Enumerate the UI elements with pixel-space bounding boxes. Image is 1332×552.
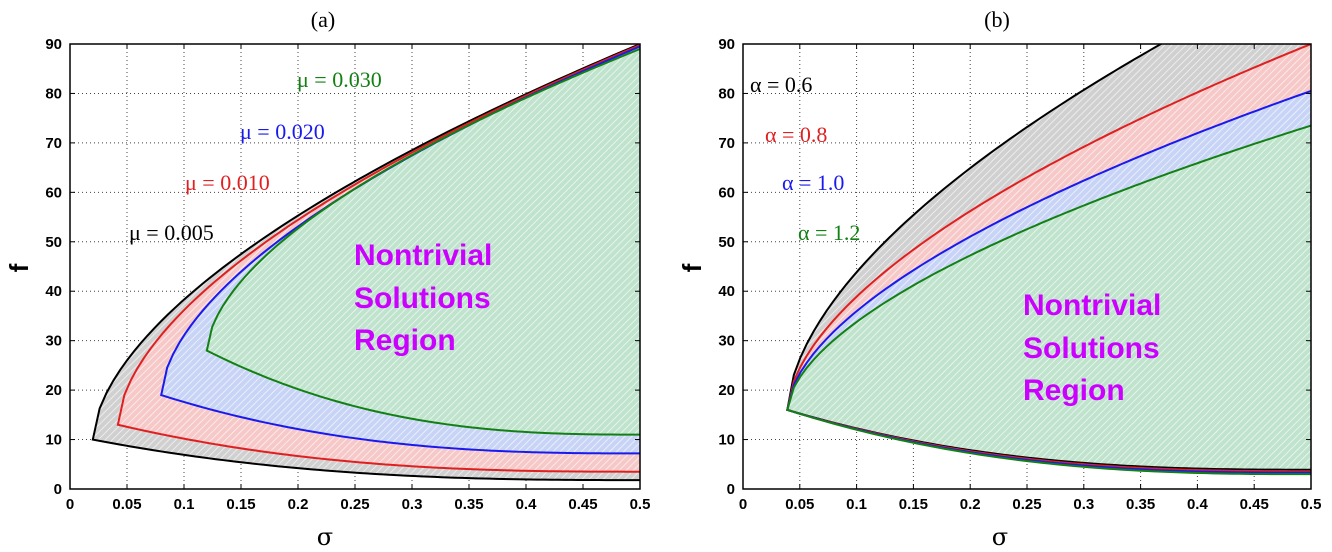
y-tick-label: 80 bbox=[45, 85, 62, 102]
y-tick-label: 0 bbox=[727, 481, 735, 498]
legend-mu-0030: μ = 0.030 bbox=[297, 67, 382, 92]
x-tick-label: 0.15 bbox=[899, 496, 928, 513]
x-tick-label: 0.4 bbox=[516, 496, 538, 513]
legend-alpha-10: α = 1.0 bbox=[782, 170, 844, 195]
y-tick-label: 40 bbox=[718, 283, 735, 300]
y-tick-label: 10 bbox=[718, 432, 735, 449]
x-tick-label: 0.05 bbox=[785, 496, 814, 513]
boundary-curve-1 bbox=[116, 44, 640, 473]
y-tick-label: 70 bbox=[718, 135, 735, 152]
x-tick-label: 0.4 bbox=[1187, 496, 1209, 513]
panel-b-yticks: 0 10 20 30 40 50 60 70 80 90 bbox=[718, 36, 1311, 498]
y-tick-label: 50 bbox=[45, 234, 62, 251]
x-tick-label: 0.45 bbox=[1240, 496, 1269, 513]
x-tick-label: 0.25 bbox=[1012, 496, 1041, 513]
x-tick-label: 0 bbox=[739, 496, 747, 513]
panel-b-region-line-1: Nontrivial bbox=[1023, 289, 1161, 322]
y-tick-label: 50 bbox=[718, 234, 735, 251]
y-tick-label: 90 bbox=[718, 36, 735, 53]
legend-alpha-06: α = 0.6 bbox=[750, 72, 812, 97]
y-tick-label: 70 bbox=[45, 135, 62, 152]
panel-a-xlabel: σ bbox=[317, 523, 333, 551]
panel-a-region-line-2: Solutions bbox=[354, 282, 491, 315]
y-tick-label: 60 bbox=[45, 184, 62, 201]
region-hatch-3 bbox=[787, 125, 1311, 475]
panel-b-xticks: 0 0.05 0.1 0.15 0.2 0.25 0.3 0.35 0.4 0.45 0.5 bbox=[739, 44, 1322, 513]
y-tick-label: 60 bbox=[718, 184, 735, 201]
y-tick-label: 0 bbox=[54, 481, 62, 498]
x-tick-label: 0.25 bbox=[340, 496, 369, 513]
y-tick-label: 30 bbox=[45, 333, 62, 350]
panel-a-region-line-3: Region bbox=[354, 324, 456, 357]
legend-mu-0005: μ = 0.005 bbox=[129, 220, 214, 245]
x-tick-label: 0.35 bbox=[1126, 496, 1155, 513]
x-tick-label: 0.1 bbox=[174, 496, 195, 513]
x-tick-label: 0.3 bbox=[402, 496, 423, 513]
y-tick-label: 10 bbox=[45, 432, 62, 449]
x-tick-label: 0.2 bbox=[288, 496, 309, 513]
x-tick-label: 0.1 bbox=[846, 496, 867, 513]
y-tick-label: 20 bbox=[45, 382, 62, 399]
panel-b-xlabel: σ bbox=[992, 523, 1008, 551]
y-tick-label: 90 bbox=[45, 36, 62, 53]
x-tick-label: 0.5 bbox=[630, 496, 651, 513]
legend-alpha-12: α = 1.2 bbox=[798, 220, 860, 245]
panel-b-title: (b) bbox=[984, 7, 1010, 32]
region-hatch-3 bbox=[206, 48, 640, 435]
panel-a-xticks: 0 0.05 0.1 0.15 0.2 0.25 0.3 0.35 0.4 0.45 0.5 bbox=[66, 44, 651, 513]
x-tick-label: 0.35 bbox=[454, 496, 483, 513]
y-tick-label: 40 bbox=[45, 283, 62, 300]
y-tick-label: 80 bbox=[718, 85, 735, 102]
panel-a-curves bbox=[91, 44, 640, 482]
legend-alpha-08: α = 0.8 bbox=[765, 122, 827, 147]
panel-b-region-line-3: Region bbox=[1023, 374, 1125, 407]
boundary-curve-3 bbox=[786, 124, 1311, 476]
panel-a: (a) 0 0.05 0.1 0.15 0.2 0.25 0.3 0.35 0.4 0.45 0.5… bbox=[4, 7, 650, 551]
panel-a-title: (a) bbox=[311, 7, 335, 32]
panel-a-region-line-1: Nontrivial bbox=[354, 239, 492, 272]
x-tick-label: 0.15 bbox=[226, 496, 255, 513]
x-tick-label: 0.2 bbox=[960, 496, 981, 513]
x-tick-label: 0 bbox=[66, 496, 74, 513]
y-tick-label: 20 bbox=[718, 382, 735, 399]
x-tick-label: 0.3 bbox=[1073, 496, 1094, 513]
x-tick-label: 0.45 bbox=[568, 496, 597, 513]
boundary-curve-3 bbox=[205, 48, 640, 436]
boundary-curve-0 bbox=[91, 44, 640, 482]
panel-b: (b) 0 0.05 0.1 0.15 0.2 0.25 0.3 0.35 0.4 0.45 0.5… bbox=[677, 7, 1322, 551]
panel-b-region-line-2: Solutions bbox=[1023, 332, 1160, 365]
panel-a-yticks: 0 10 20 30 40 50 60 70 80 90 bbox=[45, 36, 640, 498]
legend-mu-0020: μ = 0.020 bbox=[240, 119, 325, 144]
x-tick-label: 0.5 bbox=[1301, 496, 1322, 513]
panel-b-curves bbox=[786, 44, 1311, 476]
y-tick-label: 30 bbox=[718, 333, 735, 350]
panel-a-ylabel: f bbox=[4, 263, 34, 272]
legend-mu-0010: μ = 0.010 bbox=[185, 170, 270, 195]
x-tick-label: 0.05 bbox=[112, 496, 141, 513]
panel-b-ylabel: f bbox=[677, 263, 707, 272]
